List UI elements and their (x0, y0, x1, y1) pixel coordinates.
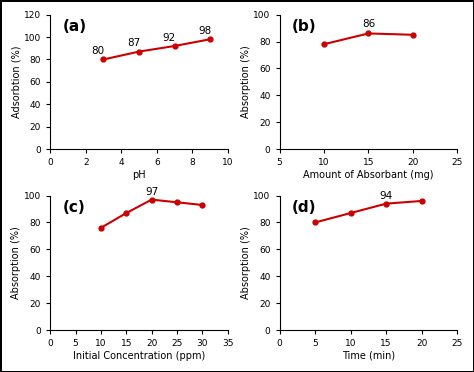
Y-axis label: Absorption (%): Absorption (%) (11, 227, 21, 299)
Text: 98: 98 (198, 26, 211, 36)
Y-axis label: Absorption (%): Absorption (%) (240, 45, 250, 118)
Text: 80: 80 (91, 46, 105, 56)
Text: (d): (d) (292, 200, 317, 215)
Text: (c): (c) (63, 200, 85, 215)
X-axis label: Time (min): Time (min) (342, 351, 395, 361)
X-axis label: Initial Concentration (ppm): Initial Concentration (ppm) (73, 351, 205, 361)
Text: 97: 97 (145, 187, 158, 197)
X-axis label: pH: pH (132, 170, 146, 180)
Text: 92: 92 (163, 33, 176, 43)
Text: (b): (b) (292, 19, 317, 33)
Text: (a): (a) (63, 19, 87, 33)
Y-axis label: Adsorbtion (%): Adsorbtion (%) (11, 46, 21, 118)
Text: 87: 87 (127, 38, 140, 48)
Y-axis label: Absorption (%): Absorption (%) (240, 227, 250, 299)
X-axis label: Amount of Absorbant (mg): Amount of Absorbant (mg) (303, 170, 434, 180)
Text: 94: 94 (380, 191, 393, 201)
Text: 86: 86 (362, 19, 375, 29)
